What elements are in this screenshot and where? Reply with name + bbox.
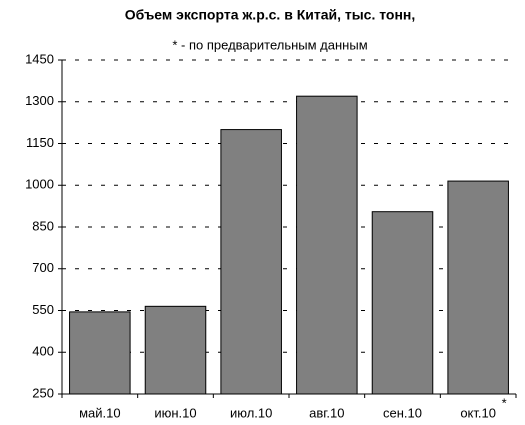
- x-tick-label: окт.10: [460, 405, 496, 420]
- chart-title: Объем экспорта ж.р.с. в Китай, тыс. тонн…: [125, 7, 416, 23]
- y-tick-label: 700: [32, 260, 54, 275]
- bar: [371, 211, 434, 395]
- x-tick-label: июл.10: [230, 405, 272, 420]
- y-tick-label: 250: [32, 385, 54, 400]
- bar: [69, 311, 131, 395]
- bar: [296, 95, 358, 395]
- y-tick-label: 1150: [26, 135, 54, 150]
- y-tick-label: 550: [32, 302, 54, 317]
- annotation: *: [502, 395, 507, 410]
- y-tick-label: 1450: [25, 51, 54, 66]
- x-tick-label: сен.10: [383, 405, 422, 420]
- bar: [144, 305, 207, 395]
- y-tick-label: 1000: [25, 177, 54, 192]
- chart-subtitle: * - по предварительным данным: [172, 37, 367, 52]
- x-tick-label: авг.10: [309, 405, 344, 420]
- bar: [220, 129, 282, 395]
- bar: [447, 180, 509, 395]
- x-tick-label: май.10: [79, 405, 121, 420]
- y-tick-label: 850: [32, 218, 54, 233]
- x-tick-label: июн.10: [154, 405, 196, 420]
- y-tick-label: 400: [32, 344, 54, 359]
- y-tick-label: 1300: [25, 93, 54, 108]
